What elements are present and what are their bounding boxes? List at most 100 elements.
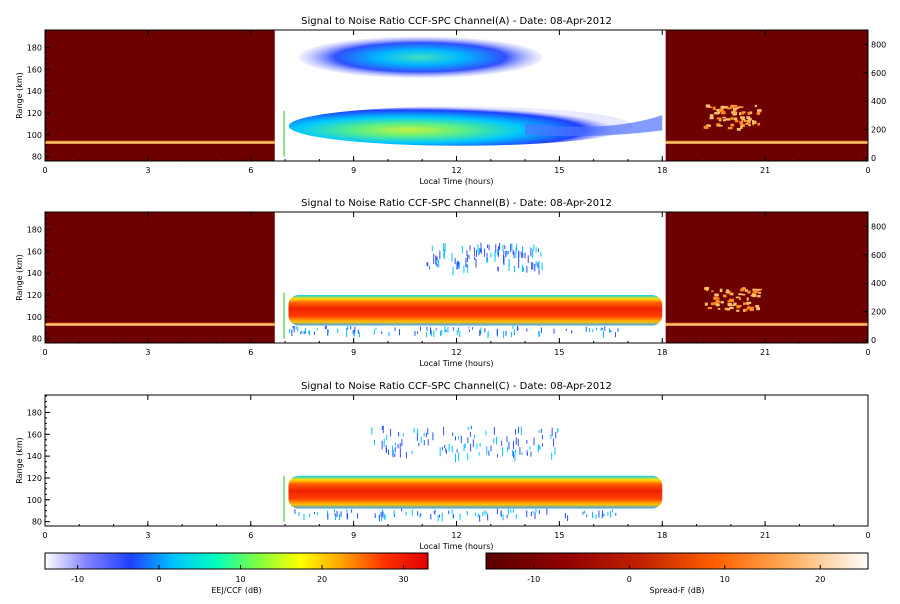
echo-speck <box>479 515 481 522</box>
echo-speck <box>588 327 590 333</box>
echo-speck <box>314 511 316 515</box>
plume-speck <box>756 307 760 311</box>
echo-speck <box>439 250 441 259</box>
y-tick-label: 120 <box>27 474 42 483</box>
echo-speck <box>456 330 458 336</box>
echo-speck <box>443 426 445 436</box>
echo-speck <box>485 430 487 436</box>
plume-speck <box>714 297 720 300</box>
plume-speck <box>711 290 714 292</box>
echo-speck <box>476 443 478 449</box>
echo-speck <box>467 453 469 460</box>
plume-speck <box>706 124 711 127</box>
echo-speck <box>467 426 469 430</box>
echo-speck <box>451 445 453 453</box>
echo-speck <box>373 329 375 335</box>
echo-speck <box>430 330 432 337</box>
night-span <box>665 212 868 343</box>
echo-speck <box>467 265 469 273</box>
echo-speck <box>511 331 513 338</box>
echo-speck <box>426 326 428 331</box>
echo-speck <box>480 247 482 254</box>
x-tick-label: 15 <box>554 166 564 175</box>
echo-speck <box>381 331 383 334</box>
plume-speck <box>745 122 748 125</box>
echo-speck <box>427 428 429 435</box>
echo-speck <box>538 509 540 514</box>
echo-speck <box>371 427 373 435</box>
echo-speck <box>502 254 504 264</box>
echo-speck <box>426 331 428 338</box>
y-tick-label: 100 <box>27 496 42 505</box>
echo-speck <box>472 439 474 448</box>
plume-speck <box>703 125 709 129</box>
plume-speck <box>730 105 733 108</box>
echo-speck <box>537 445 539 453</box>
echo-speck <box>540 251 542 257</box>
echo-speck <box>447 327 449 333</box>
echo-speck <box>433 510 435 514</box>
echo-speck <box>353 330 355 337</box>
echo-speck <box>592 514 594 519</box>
night-span <box>45 212 275 343</box>
colorbar-tick-label: 20 <box>815 575 825 584</box>
echo-speck <box>426 262 428 267</box>
y-tick-label: 80 <box>32 153 42 162</box>
echo-speck <box>386 434 388 441</box>
echo-speck <box>399 443 401 449</box>
echo-speck <box>299 331 301 335</box>
x-tick-label: 12 <box>451 531 461 540</box>
echo-speck <box>453 514 455 518</box>
plume-speck <box>741 111 745 115</box>
echo-speck <box>533 244 535 251</box>
echo-speck <box>313 331 315 335</box>
echo-speck <box>468 254 470 259</box>
plume-speck <box>717 308 721 310</box>
echo-speck <box>417 428 419 436</box>
echo-speck <box>506 436 508 443</box>
plume-speck <box>749 306 754 309</box>
echo-speck <box>438 260 440 268</box>
echo-speck <box>457 262 459 266</box>
echo-speck <box>535 247 537 253</box>
plume-speck <box>757 294 761 298</box>
echo-speck <box>501 440 503 446</box>
echo-speck <box>441 512 443 516</box>
echo-speck <box>476 249 478 257</box>
echo-speck <box>466 264 468 268</box>
x-tick-label: 18 <box>657 348 667 357</box>
echo-speck <box>478 248 480 255</box>
x-tick-label: 6 <box>248 531 253 540</box>
plume-speck <box>729 298 734 303</box>
echo-speck <box>533 437 535 446</box>
echo-speck <box>437 515 439 522</box>
plume-speck <box>741 118 746 121</box>
echo-speck <box>397 443 399 449</box>
echo-speck <box>395 442 397 446</box>
echo-speck <box>484 328 486 333</box>
echo-speck <box>546 508 548 515</box>
plume-speck <box>729 304 735 307</box>
plume-speck <box>740 116 745 119</box>
echo-speck <box>488 450 490 456</box>
echo-speck <box>496 453 498 458</box>
echo-speck <box>520 251 522 255</box>
echo-speck <box>394 327 396 331</box>
echo-speck <box>506 515 508 519</box>
echo-speck <box>493 427 495 435</box>
echo-speck <box>425 433 427 438</box>
echo-speck <box>298 512 300 517</box>
night-layer-line <box>45 322 275 326</box>
echo-speck <box>316 512 318 516</box>
plume-speck <box>742 293 746 296</box>
echo-speck <box>441 329 443 336</box>
echo-speck <box>494 251 496 260</box>
plume-speck <box>705 104 711 108</box>
echo-speck <box>309 330 311 336</box>
night-layer-core <box>665 324 868 326</box>
echo-speck <box>564 513 566 519</box>
echo-speck <box>522 247 524 257</box>
echo-speck <box>553 438 555 447</box>
echo-speck <box>445 329 447 332</box>
